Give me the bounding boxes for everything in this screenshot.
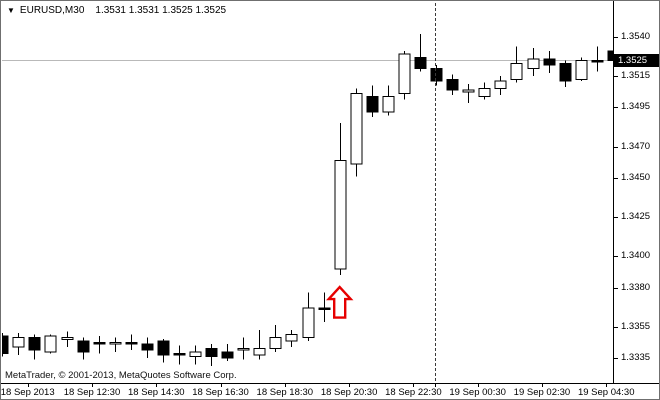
- candle-body: [478, 88, 491, 98]
- candle-body: [253, 348, 266, 356]
- candle-body: [527, 58, 540, 69]
- copyright-text: MetaTrader, © 2001-2013, MetaQuotes Soft…: [5, 370, 237, 381]
- y-axis-label: 1.3425: [621, 211, 651, 223]
- y-axis-label: 1.3515: [621, 70, 651, 82]
- y-axis-label: 1.3450: [621, 171, 651, 183]
- current-price-tag: 1.3525: [614, 53, 659, 67]
- x-axis-label: 18 Sep 2013: [0, 387, 55, 398]
- x-axis-label: 19 Sep 00:30: [449, 387, 506, 398]
- candle-body: [607, 50, 613, 61]
- candle-body: [575, 59, 588, 80]
- y-axis-label: 1.3335: [621, 352, 651, 364]
- candle-body: [269, 337, 282, 350]
- candle-body: [93, 341, 106, 345]
- candle-body: [221, 351, 234, 359]
- candle-body: [109, 341, 122, 345]
- candle-body: [141, 343, 154, 351]
- candle-body: [334, 160, 347, 270]
- candle-body: [157, 340, 170, 356]
- candle-body: [382, 96, 395, 113]
- candle-body: [237, 348, 250, 351]
- candle-body: [350, 92, 363, 165]
- candle-body: [510, 63, 523, 80]
- candle-body: [285, 334, 298, 342]
- candle-body: [28, 337, 41, 351]
- y-axis-label: 1.3470: [621, 140, 651, 152]
- up-arrow-object[interactable]: [325, 285, 354, 319]
- candle-body: [44, 335, 57, 353]
- candle-body: [462, 89, 475, 93]
- y-axis-label: 1.3540: [621, 31, 651, 42]
- candle-body: [205, 348, 218, 357]
- candle-body: [559, 63, 572, 82]
- x-axis-label: 19 Sep 04:30: [577, 387, 635, 398]
- x-axis-label: 19 Sep 02:30: [513, 387, 571, 398]
- x-axis-label: 18 Sep 14:30: [127, 387, 185, 398]
- symbol-timeframe-label: EURUSD,M30: [19, 5, 85, 16]
- x-axis-label: 18 Sep 16:30: [192, 387, 249, 398]
- candle-body: [430, 67, 443, 82]
- y-axis-label: 1.3400: [621, 250, 651, 262]
- candle-body: [189, 351, 202, 357]
- candle-body: [2, 335, 9, 354]
- candle-body: [398, 53, 411, 94]
- candle-body: [302, 307, 315, 339]
- title-ohlc-values: 1.3531 1.3531 1.3525 1.3525: [95, 5, 227, 16]
- chart-title: ▼ EURUSD,M30 1.3531 1.3531 1.3525 1.3525: [7, 5, 226, 16]
- candle-body: [591, 59, 604, 63]
- candle-body: [318, 307, 331, 311]
- x-axis-label: 18 Sep 18:30: [256, 387, 314, 398]
- candle-body: [12, 337, 25, 348]
- candle-body: [366, 96, 379, 113]
- candle-body: [125, 341, 138, 345]
- candles-layer: [2, 33, 613, 366]
- y-axis-label: 1.3380: [621, 281, 651, 293]
- candle-body: [446, 78, 459, 91]
- x-axis-label: 18 Sep 12:30: [63, 387, 121, 398]
- candle-body: [494, 80, 507, 90]
- candle-body: [173, 352, 186, 356]
- symbol-dropdown-icon[interactable]: ▼: [7, 5, 15, 15]
- x-axis-label: 18 Sep 22:30: [385, 387, 442, 398]
- candle-body: [77, 340, 90, 353]
- candle-body: [61, 337, 74, 340]
- y-axis-label: 1.3495: [621, 101, 651, 113]
- y-axis-label: 1.3355: [621, 320, 651, 332]
- x-axis-label: 18 Sep 20:30: [320, 387, 378, 398]
- candle-body: [414, 56, 427, 69]
- candle-body: [543, 58, 556, 66]
